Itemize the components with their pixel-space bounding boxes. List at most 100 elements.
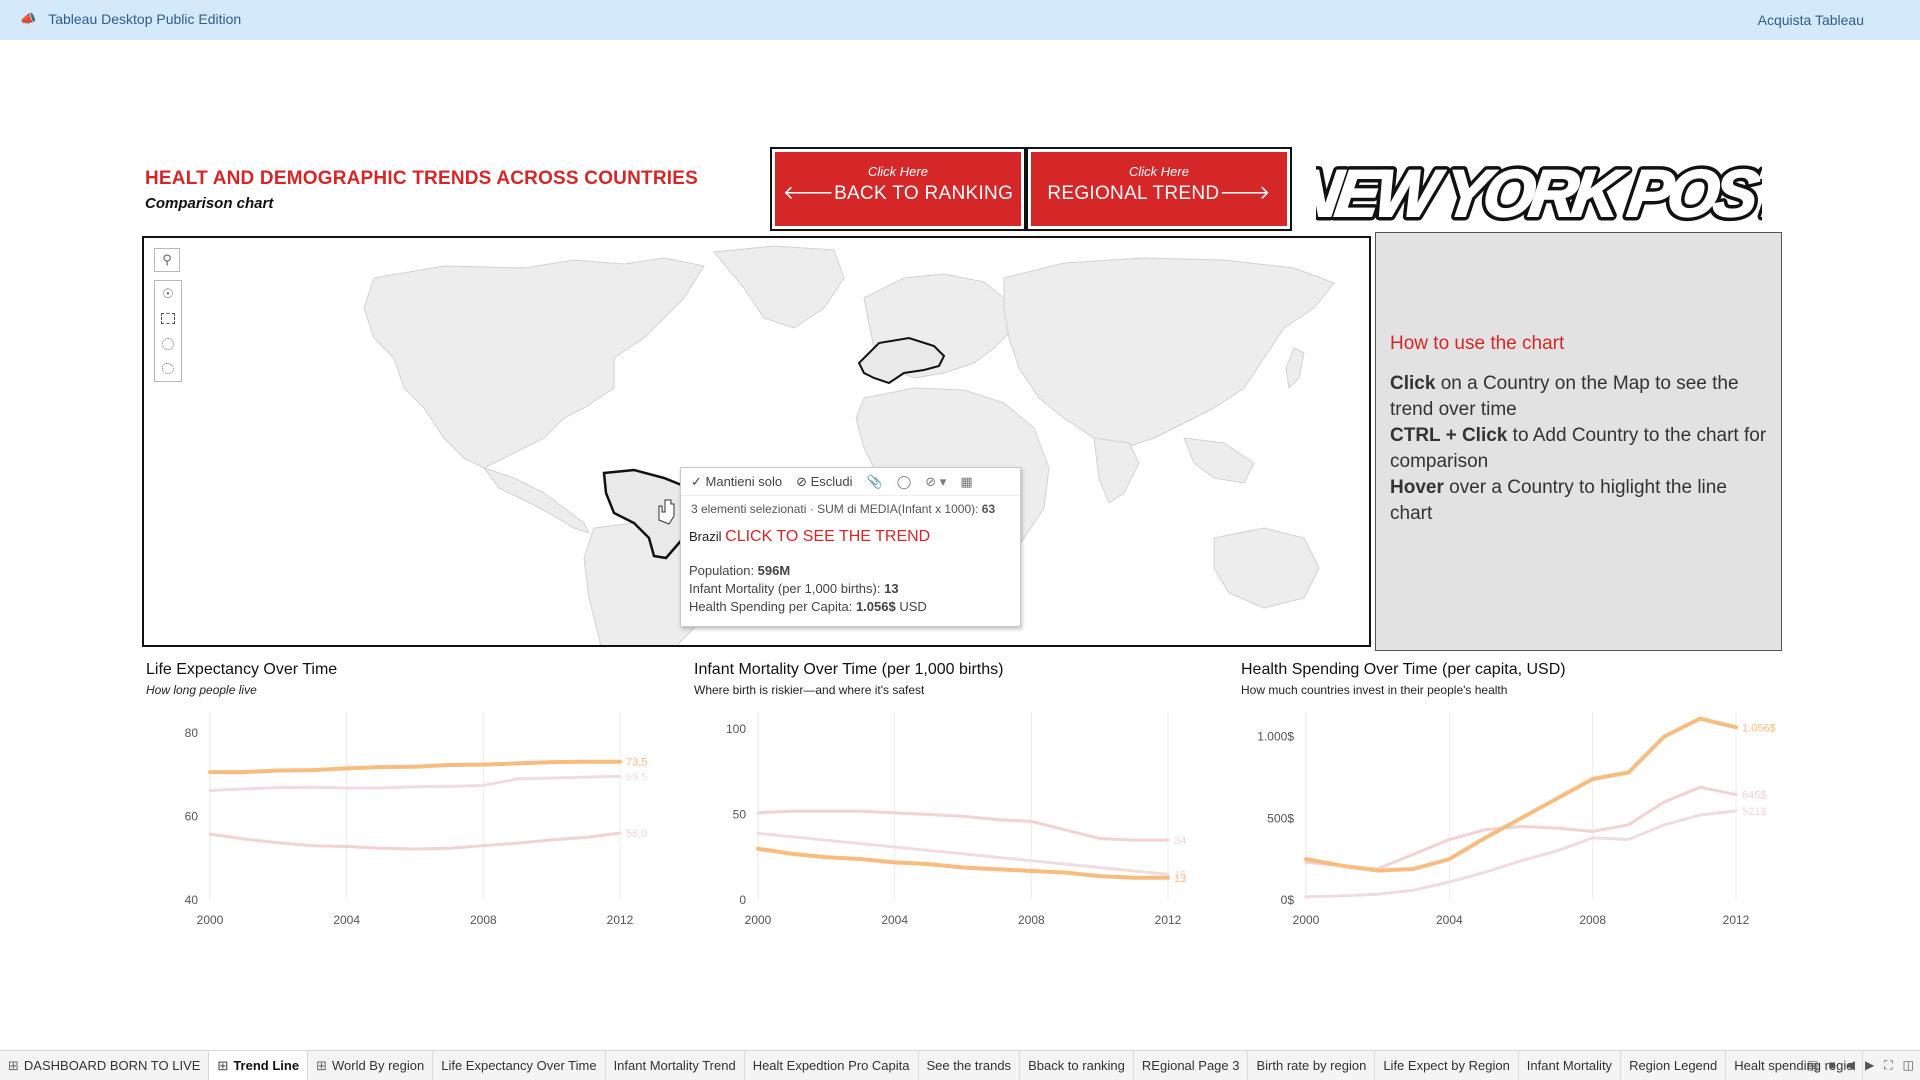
prev-sheet-icon[interactable]: ◀ — [1845, 1058, 1856, 1072]
map-search-button[interactable]: ⚲ — [154, 248, 180, 272]
sheet-tab-label: Infant Mortality Trend — [613, 1057, 736, 1073]
next-sheet-icon[interactable]: ▶ — [1865, 1058, 1875, 1072]
sheet-tab[interactable]: Bback to ranking — [1020, 1051, 1134, 1080]
sheet-tab[interactable]: Healt spending regio — [1726, 1051, 1863, 1080]
nav-button-hint: Click Here — [1129, 164, 1189, 179]
dashboard-icon: ⊞ — [8, 1057, 19, 1073]
tooltip-summary-value: 63 — [981, 502, 996, 516]
series-line[interactable] — [1304, 785, 1738, 871]
sheet-tab-label: Birth rate by region — [1256, 1057, 1367, 1073]
radial-select-button[interactable] — [155, 331, 181, 356]
health-label: Health Spending per Capita: — [689, 599, 856, 614]
how-to-line-hover-text: over a Country to higlight the line char… — [1390, 477, 1727, 524]
hand-cursor-icon — [658, 499, 675, 525]
rect-select-button[interactable] — [155, 306, 181, 331]
life-expectancy-chart[interactable]: 2000 2004 2008 2012 40 60 80 73,5 69,5 56,0 — [140, 700, 680, 930]
north-america-landmass — [363, 257, 705, 469]
view-data-icon[interactable]: ▦ — [960, 473, 973, 489]
tab-navigation: ▤ ■ ◀ ▶ ⛶ ◫ — [1807, 1058, 1914, 1073]
tooltip-country-row: Brazil CLICK TO SEE THE TREND — [681, 516, 1020, 546]
how-to-line-click: Click on a Country on the Map to see the… — [1390, 371, 1767, 423]
population-value: 596M — [757, 563, 791, 578]
map-tooltip: ✓ Mantieni solo ⊘ Escludi 📎 ◯ ⊘ ▾ ▦ 3 el… — [680, 467, 1021, 627]
sheet-tab[interactable]: ⊞ Trend Line — [209, 1051, 309, 1080]
sheet-tab[interactable]: ⊞ World By region — [308, 1051, 434, 1080]
india-landmass — [1093, 437, 1140, 504]
keep-only-button[interactable]: ✓ Mantieni solo — [691, 473, 783, 489]
x-tick-label: 2004 — [881, 913, 908, 927]
health-spending-chart[interactable]: 2000 2004 2008 2012 0$ 500$ 1.000$ 521$ 645$ 1.05… — [1236, 700, 1796, 930]
sheet-tab[interactable]: Infant Mortality Trend — [606, 1051, 745, 1080]
regional-trend-button[interactable]: Click Here REGIONAL TREND🡒 — [1031, 152, 1287, 226]
sheet-tab-label: World By region — [331, 1057, 425, 1073]
sheet-tab-label: Trend Line — [233, 1057, 300, 1073]
y-tick-label: 80 — [185, 726, 199, 740]
tooltip-country: Brazil — [689, 529, 722, 544]
series-end-label: 73,5 — [626, 757, 647, 769]
see-trend-link[interactable]: CLICK TO SEE THE TREND — [725, 528, 931, 545]
sheet-tab-label: Healt Expedtion Pro Capita — [752, 1057, 910, 1073]
pin-map-button[interactable]: ☉ — [155, 281, 181, 306]
series-line[interactable] — [756, 831, 1170, 876]
buy-tableau-link[interactable]: Acquista Tableau — [1757, 12, 1864, 28]
sheet-tab[interactable]: Life Expect by Region — [1375, 1051, 1519, 1080]
series-line[interactable] — [208, 774, 622, 793]
sheet-tab-label: Region Legend — [1629, 1057, 1718, 1073]
sheet-tab[interactable]: ⊞ DASHBOARD BORN TO LIVE — [0, 1051, 210, 1080]
series-end-label: 69,5 — [626, 771, 647, 783]
world-map[interactable] — [144, 238, 1371, 647]
top-bar: 📣 Tableau Desktop Public Edition Acquist… — [0, 0, 1920, 40]
country-kazakhstan-highlight — [857, 336, 946, 385]
x-tick-label: 2012 — [1155, 913, 1182, 927]
logo-fill: NEW YORK POST — [1316, 157, 1762, 230]
australia-landmass — [1213, 527, 1320, 609]
country-brazil-highlight — [602, 468, 702, 560]
radial-select-icon — [162, 337, 174, 350]
series-end-label: 645$ — [1742, 790, 1766, 802]
sheet-tab[interactable]: Infant Mortality — [1519, 1051, 1622, 1080]
dashboard-icon: ⊞ — [316, 1057, 327, 1073]
series-line[interactable] — [756, 809, 1170, 842]
new-york-post-logo: NEW YORK POST NEW YORK POST — [1316, 153, 1762, 230]
sheet-tab-label: Life Expectancy Over Time — [441, 1057, 597, 1073]
x-tick-label: 2008 — [1018, 913, 1045, 927]
world-map-panel[interactable]: ⚲ ☉ — [142, 236, 1371, 647]
sheet-tab-label: DASHBOARD BORN TO LIVE — [23, 1057, 201, 1073]
lasso-select-button[interactable] — [155, 356, 181, 381]
sheet-tab[interactable]: Life Expectancy Over Time — [433, 1051, 606, 1080]
population-label: Population: — [689, 563, 758, 578]
series-line[interactable] — [208, 759, 622, 775]
sheet-tab[interactable]: Healt Expedtion Pro Capita — [745, 1051, 919, 1080]
sheet-tab[interactable]: Birth rate by region — [1248, 1051, 1376, 1080]
health-spending-title: Health Spending Over Time (per capita, U… — [1241, 661, 1566, 678]
sheet-tab-bar: ⊞ DASHBOARD BORN TO LIVE ⊞ Trend Line ⊞ World… — [0, 1050, 1920, 1080]
sheet-tab[interactable]: See the trands — [919, 1051, 1021, 1080]
how-to-line-hover: Hover over a Country to higlight the lin… — [1390, 475, 1767, 527]
how-to-title: How to use the chart — [1390, 333, 1565, 354]
page-subtitle: Comparison chart — [145, 195, 274, 212]
health-spending-subtitle: How much countries invest in their peopl… — [1241, 683, 1508, 697]
back-to-ranking-button[interactable]: Click Here 🡐BACK TO RANKING — [775, 152, 1021, 226]
sheet-list-icon[interactable]: ▤ — [1807, 1058, 1819, 1072]
fullscreen-icon[interactable]: ⛶ — [1884, 1058, 1893, 1072]
lightbulb-icon[interactable]: ◯ — [896, 473, 912, 489]
sheet-tab[interactable]: REgional Page 3 — [1134, 1051, 1249, 1080]
presentation-icon[interactable]: ◫ — [1902, 1058, 1914, 1072]
x-tick-label: 2004 — [1436, 913, 1463, 927]
x-tick-label: 2000 — [1293, 913, 1320, 927]
series-line[interactable] — [1304, 809, 1738, 899]
link-dropdown-icon[interactable]: ⊘ ▾ — [925, 473, 947, 489]
series-line[interactable] — [1304, 716, 1738, 873]
group-members-icon[interactable]: 📎 — [866, 473, 883, 489]
series-line[interactable] — [208, 831, 622, 851]
exclude-button[interactable]: ⊘ Escludi — [796, 473, 853, 489]
how-to-panel: How to use the chart Click on a Country … — [1375, 232, 1782, 651]
series-line[interactable] — [756, 846, 1170, 880]
series-end-label: 521$ — [1742, 806, 1766, 818]
sheet-tab[interactable]: Region Legend — [1621, 1051, 1727, 1080]
tooltip-infant: Infant Mortality (per 1,000 births): 13 — [681, 580, 1020, 598]
filmstrip-icon[interactable]: ■ — [1828, 1058, 1836, 1072]
series-end-label: 1.056$ — [1742, 722, 1776, 734]
x-tick-label: 2008 — [470, 913, 497, 927]
